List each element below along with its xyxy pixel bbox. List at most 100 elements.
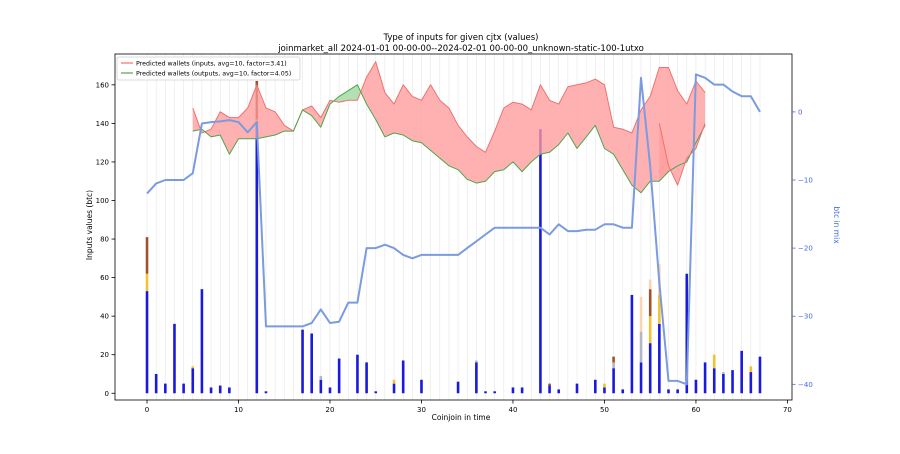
x-tick-label: 40 bbox=[509, 406, 518, 414]
wallet-band bbox=[467, 136, 477, 184]
bar-segment bbox=[648, 279, 652, 290]
wallet-band bbox=[265, 107, 276, 137]
legend: Predicted wallets (inputs, avg=10, facto… bbox=[116, 56, 301, 81]
chart-subtitle: joinmarket_all 2024-01-01 00-00-00--2024… bbox=[277, 44, 644, 54]
bar-segment bbox=[621, 389, 625, 394]
bar-segment bbox=[209, 387, 213, 394]
y-tick-label: 140 bbox=[96, 120, 109, 128]
bar-segment bbox=[154, 373, 158, 394]
x-tick-label: 50 bbox=[600, 406, 609, 414]
bar-segment bbox=[475, 362, 478, 394]
y2-axis-label: btc in mix bbox=[832, 206, 841, 244]
wallet-band bbox=[586, 79, 596, 137]
wallet-band bbox=[485, 131, 495, 182]
bar-segment bbox=[145, 273, 149, 292]
y-tick-label: 20 bbox=[100, 351, 109, 359]
bar-segment bbox=[731, 370, 734, 394]
legend-label-inputs: Predicted wallets (inputs, avg=10, facto… bbox=[136, 61, 287, 68]
wallet-band bbox=[311, 106, 321, 128]
wallet-band bbox=[567, 84, 578, 149]
bar-segment bbox=[191, 366, 195, 369]
bar-segment bbox=[182, 383, 185, 394]
series-inputs-line-extra bbox=[658, 123, 706, 186]
wallet-band bbox=[695, 80, 706, 143]
bar-segment bbox=[612, 356, 615, 363]
bar-segment bbox=[365, 362, 368, 394]
plot-frame bbox=[114, 53, 793, 401]
bar-segment bbox=[255, 121, 259, 394]
wallet-band bbox=[375, 61, 385, 137]
wallet-band bbox=[229, 117, 239, 155]
wallet-band bbox=[577, 82, 587, 149]
bar-segment bbox=[484, 391, 487, 394]
wallet-band bbox=[384, 92, 395, 137]
bar-segment bbox=[685, 273, 689, 394]
bar-segment bbox=[200, 289, 204, 394]
y2-tick-label: −10 bbox=[798, 177, 813, 185]
y2-tick-label: −40 bbox=[798, 381, 813, 389]
bar-segment bbox=[319, 379, 323, 394]
wallet-band bbox=[403, 84, 413, 141]
bar-segment bbox=[356, 354, 359, 394]
wallet-band bbox=[360, 77, 367, 105]
wallet-band bbox=[549, 100, 559, 153]
bar-segment bbox=[639, 331, 643, 363]
wallet-band bbox=[522, 104, 532, 172]
wallet-band bbox=[641, 96, 651, 193]
bar-segment bbox=[594, 379, 597, 394]
legend-label-outputs: Predicted wallets (outputs, avg=10, fact… bbox=[136, 71, 291, 78]
y-tick-label: 160 bbox=[96, 81, 109, 89]
bar-segment bbox=[401, 360, 405, 394]
y-tick-label: 0 bbox=[105, 390, 109, 398]
bar-segment bbox=[548, 383, 551, 386]
bar-segment bbox=[310, 333, 313, 394]
bar-segment bbox=[749, 372, 753, 394]
wallet-band bbox=[348, 84, 358, 101]
x-tick-label: 0 bbox=[145, 406, 149, 414]
bar-segment bbox=[648, 343, 652, 394]
bar-segment bbox=[319, 375, 323, 380]
bar-segment bbox=[557, 389, 561, 394]
wallet-band bbox=[256, 84, 266, 139]
wallet-band bbox=[439, 100, 449, 166]
wallet-band bbox=[503, 102, 513, 170]
bar-segment bbox=[392, 379, 396, 384]
wallet-band bbox=[220, 111, 230, 155]
bar-segment bbox=[667, 389, 670, 394]
wallet-band bbox=[211, 111, 221, 137]
bar-segment bbox=[603, 387, 606, 394]
y-tick-label: 60 bbox=[100, 274, 109, 282]
bar-segment bbox=[420, 379, 423, 394]
bar-segment bbox=[712, 354, 716, 369]
y-tick-label: 40 bbox=[100, 313, 109, 321]
x-tick-label: 60 bbox=[691, 406, 700, 414]
bar-segment bbox=[694, 379, 698, 394]
bar-segment bbox=[228, 387, 231, 394]
bar-segment bbox=[301, 329, 304, 394]
y2-tick-label: 0 bbox=[798, 108, 802, 116]
wallet-band bbox=[668, 67, 678, 172]
bar-segment bbox=[264, 391, 268, 394]
legend-box bbox=[116, 56, 301, 81]
wallet-band bbox=[339, 90, 349, 103]
bar-segment bbox=[575, 383, 579, 394]
series-btc-in-mix bbox=[146, 73, 761, 386]
bar-segment bbox=[493, 391, 496, 394]
x-tick-label: 10 bbox=[234, 406, 243, 414]
bar-segment bbox=[758, 356, 762, 394]
bar-segment bbox=[612, 368, 615, 394]
chart-title: Type of inputs for given cjtx (values) bbox=[383, 33, 539, 43]
bar-segment bbox=[658, 323, 661, 394]
wallet-band bbox=[622, 129, 632, 186]
bar-segment bbox=[639, 296, 643, 332]
y-tick-label: 80 bbox=[100, 236, 109, 244]
y2-tick-label: −30 bbox=[798, 313, 813, 321]
x-tick-label: 20 bbox=[326, 406, 335, 414]
bar-segment bbox=[722, 373, 725, 394]
bar-segment bbox=[337, 358, 341, 394]
bar-segment bbox=[456, 381, 460, 394]
wallet-band bbox=[421, 84, 431, 151]
wallet-band bbox=[677, 90, 687, 166]
wallet-band bbox=[540, 84, 550, 155]
bar-segment bbox=[145, 237, 149, 274]
